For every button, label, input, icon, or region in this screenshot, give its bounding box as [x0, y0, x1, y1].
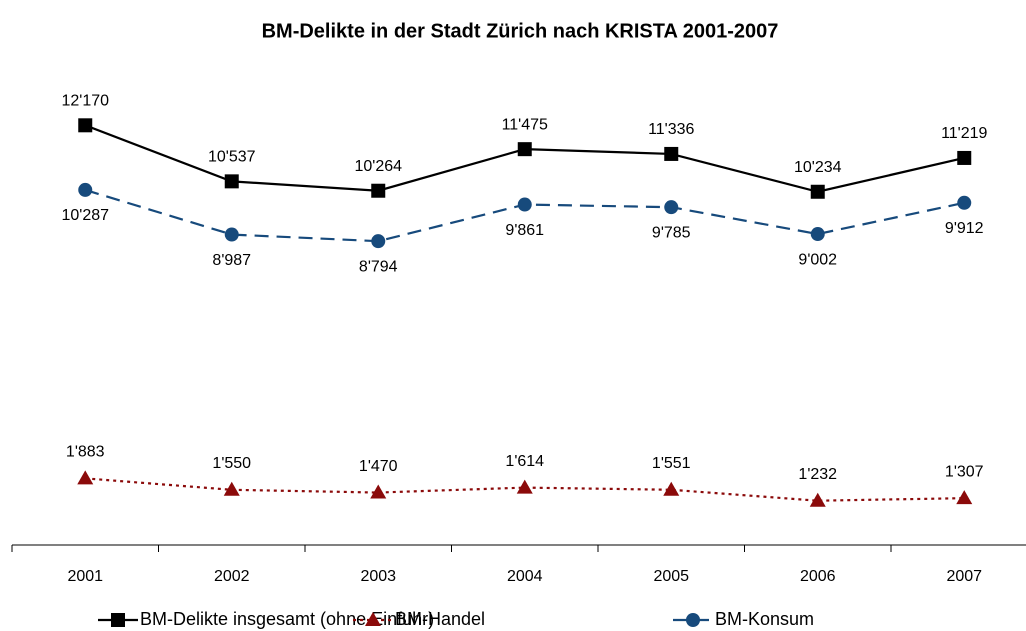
x-tick-label: 2001 — [67, 568, 103, 585]
data-label: 10'264 — [354, 158, 402, 175]
data-label: 10'537 — [208, 149, 256, 166]
data-point — [956, 490, 973, 505]
data-point — [78, 118, 93, 133]
data-point — [809, 492, 826, 507]
data-label: 10'287 — [61, 207, 109, 224]
data-point — [664, 200, 679, 215]
data-point — [78, 182, 93, 197]
data-point — [957, 150, 972, 165]
data-point — [77, 470, 94, 485]
data-point — [957, 195, 972, 210]
data-label: 1'232 — [798, 466, 837, 483]
data-point — [223, 481, 240, 496]
x-tick-label: 2004 — [507, 568, 543, 585]
data-point — [664, 146, 679, 161]
legend-label: BM-Konsum — [715, 609, 814, 629]
legend-marker — [686, 613, 700, 627]
data-point — [517, 197, 532, 212]
data-label: 1'551 — [652, 455, 691, 472]
x-tick-label: 2003 — [360, 568, 396, 585]
data-point — [224, 227, 239, 242]
legend-label: BM-Delikte insgesamt (ohne Einfuhr) — [140, 609, 434, 629]
data-label: 9'912 — [945, 220, 984, 237]
data-point — [370, 484, 387, 499]
legend-marker — [111, 613, 125, 627]
data-label: 9'861 — [505, 222, 544, 239]
x-tick-label: 2005 — [653, 568, 689, 585]
data-label: 8'794 — [359, 258, 398, 275]
data-label: 1'614 — [505, 453, 544, 470]
data-label: 1'470 — [359, 458, 398, 475]
data-point — [224, 174, 239, 189]
data-label: 12'170 — [61, 93, 109, 110]
data-point — [371, 234, 386, 249]
data-point — [663, 481, 680, 496]
data-point — [810, 184, 825, 199]
x-tick-label: 2002 — [214, 568, 250, 585]
x-tick-label: 2006 — [800, 568, 836, 585]
data-label: 1'883 — [66, 444, 105, 461]
data-point — [371, 183, 386, 198]
data-point — [516, 479, 533, 494]
data-label: 9'785 — [652, 224, 691, 241]
x-tick-label: 2007 — [946, 568, 982, 585]
data-label: 9'002 — [798, 251, 837, 268]
data-label: 10'234 — [794, 159, 842, 176]
data-label: 1'550 — [212, 455, 251, 472]
data-label: 1'307 — [945, 463, 984, 480]
data-point — [517, 142, 532, 157]
data-label: 11'336 — [648, 121, 694, 138]
legend-marker — [365, 612, 381, 626]
chart-title: BM-Delikte in der Stadt Zürich nach KRIS… — [262, 20, 779, 42]
legend-label: BM-Handel — [395, 609, 485, 629]
data-label: 11'475 — [502, 116, 548, 133]
data-point — [810, 227, 825, 242]
data-label: 11'219 — [941, 125, 987, 142]
data-label: 8'987 — [212, 252, 251, 269]
